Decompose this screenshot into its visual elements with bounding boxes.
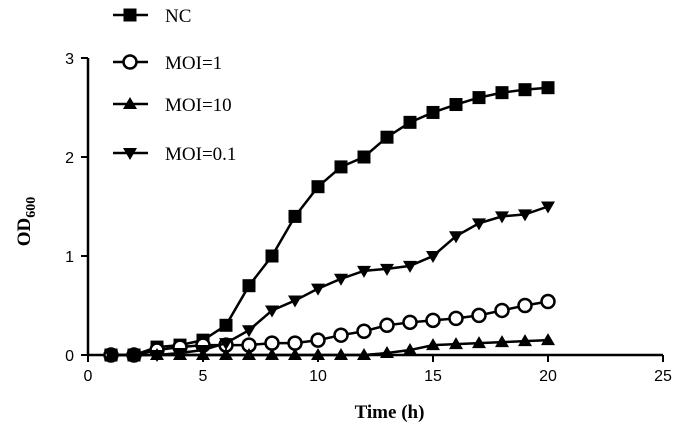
y-axis-title-subscript: 600 <box>24 197 39 218</box>
data-point-moi-1 <box>264 335 280 351</box>
data-point-moi-1 <box>310 332 326 348</box>
data-point-nc <box>518 83 532 97</box>
data-point-nc <box>334 160 348 174</box>
data-point-moi-0-1 <box>150 350 164 362</box>
data-point-nc <box>242 279 256 293</box>
x-tick-label: 20 <box>539 368 557 385</box>
data-point-moi-0-1 <box>288 295 302 308</box>
data-point-moi-1 <box>402 314 418 331</box>
data-point-moi-1 <box>425 312 441 329</box>
legend: NC MOI=1 MOI=10 MOI=0.1 <box>113 6 236 165</box>
data-point-nc <box>403 115 417 129</box>
data-point-moi-1 <box>356 323 372 339</box>
x-tick-label: 10 <box>309 368 327 385</box>
series-layer <box>103 81 556 363</box>
x-axis-title: Time (h) <box>355 402 425 423</box>
data-point-moi-1 <box>517 297 533 314</box>
legend-marker-moi-1 <box>122 54 138 70</box>
x-tick-label: 25 <box>654 368 672 385</box>
legend-marker-moi-0-1 <box>123 148 137 160</box>
data-point-nc <box>219 318 233 332</box>
legend-label-nc: NC <box>165 6 191 27</box>
data-point-moi-10 <box>265 348 279 360</box>
y-tick-label: 3 <box>65 51 74 68</box>
data-point-moi-10 <box>495 335 509 348</box>
y-tick-label: 1 <box>65 249 74 266</box>
data-point-moi-0-1 <box>518 209 532 222</box>
data-point-moi-1 <box>333 327 349 343</box>
data-point-moi-10 <box>518 334 532 347</box>
data-point-moi-1 <box>540 293 556 310</box>
data-point-moi-1 <box>494 302 510 319</box>
y-tick-label: 0 <box>65 348 74 365</box>
series-moi-1 <box>103 293 556 363</box>
data-point-moi-10 <box>380 346 394 359</box>
data-point-moi-0-1 <box>403 260 417 273</box>
data-point-moi-0-1 <box>265 305 279 318</box>
legend-marker-moi-10 <box>123 97 137 109</box>
data-point-moi-10 <box>288 348 302 360</box>
data-point-moi-0-1 <box>311 283 325 296</box>
data-point-moi-10 <box>541 333 555 346</box>
data-point-moi-0-1 <box>127 350 141 362</box>
data-point-moi-10 <box>242 348 256 360</box>
data-point-nc <box>357 150 371 164</box>
data-point-moi-0-1 <box>357 265 371 278</box>
data-point-moi-0-1 <box>495 211 509 224</box>
data-point-moi-0-1 <box>541 201 555 214</box>
legend-label-moi-10: MOI=10 <box>165 95 232 116</box>
data-point-moi-1 <box>448 310 464 327</box>
data-point-moi-0-1 <box>104 350 118 362</box>
data-point-nc <box>265 249 279 263</box>
x-tick-label: 0 <box>84 368 93 385</box>
series-line-moi-0-1 <box>111 205 549 357</box>
series-moi-0-1 <box>104 201 555 362</box>
data-point-moi-0-1 <box>242 325 256 338</box>
data-point-moi-0-1 <box>196 345 210 358</box>
legend-marker-nc <box>123 8 137 22</box>
x-tick-label: 15 <box>424 368 442 385</box>
series-moi-10 <box>104 333 555 360</box>
data-point-moi-0-1 <box>380 263 394 276</box>
data-point-moi-0-1 <box>449 231 463 244</box>
data-point-nc <box>380 130 394 144</box>
data-point-moi-0-1 <box>334 273 348 286</box>
data-point-moi-10 <box>219 348 233 360</box>
data-point-moi-10 <box>311 348 325 360</box>
y-tick-label: 2 <box>65 150 74 167</box>
data-point-moi-1 <box>379 317 395 334</box>
data-point-moi-10 <box>334 348 348 360</box>
data-point-moi-1 <box>287 335 303 351</box>
y-axis-title: OD600 <box>14 197 39 247</box>
data-point-nc <box>311 180 325 194</box>
data-point-moi-10 <box>357 348 371 360</box>
data-point-moi-10 <box>403 343 417 356</box>
data-point-moi-0-1 <box>219 338 233 351</box>
data-point-nc <box>495 86 509 100</box>
data-point-nc <box>472 91 486 105</box>
y-axis-title-main: OD <box>14 218 35 247</box>
data-point-nc <box>426 105 440 119</box>
legend-label-moi-0-1: MOI=0.1 <box>165 144 236 165</box>
data-point-nc <box>288 209 302 223</box>
data-point-nc <box>449 98 463 112</box>
data-point-moi-1 <box>471 307 487 324</box>
x-tick-label: 5 <box>199 368 208 385</box>
data-point-moi-10 <box>426 338 440 351</box>
data-point-moi-0-1 <box>472 218 486 231</box>
data-point-nc <box>541 81 555 95</box>
data-point-moi-10 <box>449 337 463 350</box>
data-point-moi-0-1 <box>426 251 440 263</box>
data-point-moi-0-1 <box>173 348 187 361</box>
data-point-moi-10 <box>472 336 486 349</box>
legend-label-moi-1: MOI=1 <box>165 53 222 74</box>
